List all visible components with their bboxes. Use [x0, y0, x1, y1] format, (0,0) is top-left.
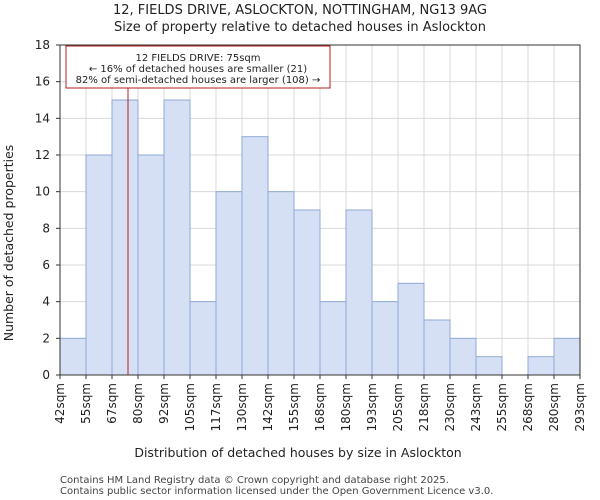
bar — [319, 301, 347, 376]
y-tick-label: 0 — [42, 368, 50, 382]
annotation-smaller: ← 16% of detached houses are smaller (21… — [89, 64, 307, 75]
x-tick-label: 293sqm — [573, 383, 587, 431]
x-tick-label: 168sqm — [313, 383, 327, 431]
x-ticks: 42sqm 55sqm 67sqm 80sqm 92sqm 105sqm 117sqm 130… — [53, 375, 587, 431]
x-tick-label: 80sqm — [131, 383, 145, 424]
property-marker: 12 FIELDS DRIVE: 75sqm ← 16% of detached… — [65, 45, 331, 375]
bar — [475, 356, 503, 376]
bar — [215, 191, 243, 376]
x-tick-label: 92sqm — [157, 383, 171, 424]
x-tick-label: 55sqm — [79, 383, 93, 424]
bar — [371, 301, 399, 376]
x-tick-label: 193sqm — [365, 383, 379, 431]
y-tick-label: 16 — [35, 75, 50, 89]
x-tick-label: 243sqm — [469, 383, 483, 431]
x-tick-label: 280sqm — [547, 383, 561, 431]
bar — [423, 319, 451, 376]
x-tick-label: 268sqm — [521, 383, 535, 431]
x-tick-label: 42sqm — [53, 383, 67, 424]
x-tick-label: 205sqm — [391, 383, 405, 431]
bar — [59, 337, 87, 376]
footer-line-2: Contains public sector information licen… — [60, 486, 493, 497]
chart-subtitle: Size of property relative to detached ho… — [114, 20, 486, 35]
bar — [345, 209, 373, 376]
y-axis-label: Number of detached properties — [1, 145, 16, 342]
x-tick-label: 230sqm — [443, 383, 457, 431]
x-tick-label: 142sqm — [261, 383, 275, 431]
annotation-box — [65, 45, 331, 89]
bars — [59, 99, 581, 376]
bar — [397, 282, 425, 376]
x-tick-label: 255sqm — [495, 383, 509, 431]
y-tick-label: 4 — [42, 295, 50, 309]
x-axis-label: Distribution of detached houses by size … — [134, 445, 461, 460]
bar — [553, 337, 581, 376]
y-tick-label: 2 — [42, 331, 50, 345]
bar — [293, 209, 321, 376]
x-tick-label: 105sqm — [183, 383, 197, 431]
bar — [163, 99, 191, 376]
y-tick-label: 18 — [35, 38, 50, 52]
bar — [241, 136, 269, 376]
y-tick-label: 14 — [35, 111, 50, 125]
x-tick-label: 130sqm — [235, 383, 249, 431]
x-tick-label: 67sqm — [105, 383, 119, 424]
y-tick-label: 10 — [35, 185, 50, 199]
y-tick-label: 8 — [42, 221, 50, 235]
y-ticks: 0 2 4 6 8 10 12 14 16 18 — [35, 38, 60, 382]
bar — [189, 301, 217, 376]
bar — [85, 154, 113, 376]
footer-line-1: Contains HM Land Registry data © Crown c… — [60, 475, 449, 486]
y-tick-label: 6 — [42, 258, 50, 272]
bar — [267, 191, 295, 376]
bar — [527, 356, 555, 376]
bar — [111, 99, 139, 376]
x-tick-label: 155sqm — [287, 383, 301, 431]
bar — [137, 154, 165, 376]
x-tick-label: 218sqm — [417, 383, 431, 431]
annotation-larger: 82% of semi-detached houses are larger (… — [76, 75, 321, 86]
chart-title: 12, FIELDS DRIVE, ASLOCKTON, NOTTINGHAM,… — [113, 3, 487, 18]
x-tick-label: 180sqm — [339, 383, 353, 431]
annotation-title: 12 FIELDS DRIVE: 75sqm — [135, 53, 260, 64]
x-tick-label: 117sqm — [209, 383, 223, 431]
y-tick-label: 12 — [35, 148, 50, 162]
bar — [449, 337, 477, 376]
